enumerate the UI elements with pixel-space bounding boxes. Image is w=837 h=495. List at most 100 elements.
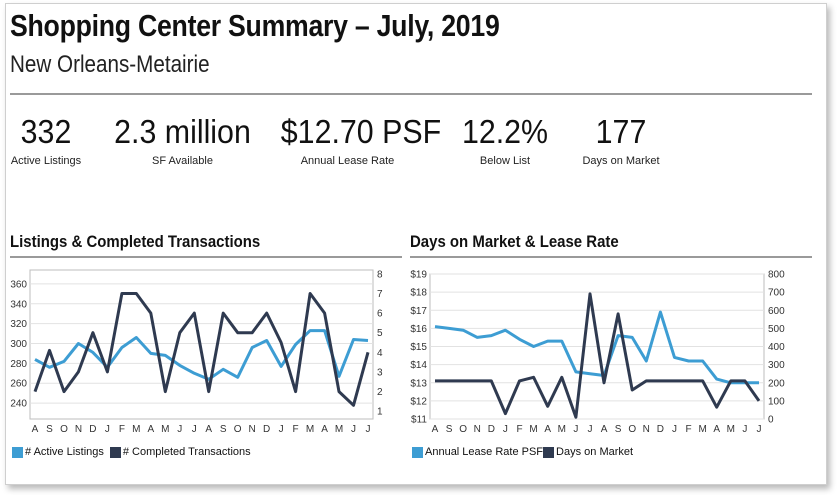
x-tick-label: M bbox=[161, 424, 169, 435]
x-tick-label: M bbox=[698, 424, 706, 435]
x-tick-label: M bbox=[529, 424, 537, 435]
x-tick-label: J bbox=[672, 424, 677, 435]
kpi-active-listings: 332 Active Listings bbox=[10, 112, 82, 168]
chart-title-days: Days on Market & Lease Rate bbox=[410, 232, 619, 251]
x-tick-label: S bbox=[446, 424, 453, 435]
y-right-tick-label: 800 bbox=[768, 270, 785, 281]
x-tick-label: J bbox=[279, 424, 284, 435]
legend-item-lease-rate: Annual Lease Rate PSF bbox=[412, 446, 543, 458]
legend-swatch bbox=[543, 446, 555, 458]
x-tick-label: A bbox=[321, 424, 328, 435]
x-tick-label: M bbox=[558, 424, 566, 435]
y-left-tick-label: $11 bbox=[411, 415, 427, 426]
legend-swatch bbox=[109, 446, 121, 458]
x-tick-label: A bbox=[432, 424, 439, 435]
legend-item-active-listings: # Active Listings bbox=[12, 446, 104, 458]
x-tick-label: D bbox=[89, 424, 96, 435]
x-tick-label: J bbox=[573, 424, 578, 435]
legend-days: Annual Lease Rate PSF Days on Market bbox=[412, 446, 639, 458]
x-tick-label: F bbox=[516, 424, 522, 435]
y-right-tick-label: 400 bbox=[768, 342, 785, 353]
kpi-label: Active Listings bbox=[10, 155, 82, 167]
legend-item-transactions: # Completed Transactions bbox=[109, 446, 251, 458]
x-tick-label: F bbox=[119, 424, 125, 435]
y-left-tick-label: 280 bbox=[10, 359, 27, 370]
kpi-value: $12.70 PSF bbox=[280, 113, 442, 150]
legend-listings: # Active Listings # Completed Transactio… bbox=[12, 446, 257, 458]
kpi-lease-rate: $12.70 PSF Annual Lease Rate bbox=[275, 112, 442, 168]
x-tick-label: J bbox=[366, 424, 371, 435]
x-tick-label: N bbox=[75, 424, 82, 435]
y-right-tick-label: 4 bbox=[377, 348, 383, 359]
chart-divider-right bbox=[410, 256, 812, 258]
x-tick-label: M bbox=[306, 424, 314, 435]
y-right-tick-label: 6 bbox=[377, 309, 383, 320]
y-right-tick-label: 2 bbox=[377, 387, 383, 398]
x-tick-label: J bbox=[105, 424, 110, 435]
chart-divider-left bbox=[10, 256, 402, 258]
x-tick-label: S bbox=[220, 424, 227, 435]
x-tick-label: A bbox=[32, 424, 39, 435]
kpi-value: 332 bbox=[20, 113, 72, 150]
series-line-1 bbox=[33, 292, 370, 407]
y-left-tick-label: $12 bbox=[410, 396, 427, 407]
x-tick-label: J bbox=[177, 424, 182, 435]
kpi-label: Annual Lease Rate bbox=[300, 155, 395, 167]
legend-label: Annual Lease Rate PSF bbox=[425, 446, 544, 458]
legend-label: # Completed Transactions bbox=[122, 446, 251, 458]
legend-label: Days on Market bbox=[556, 446, 634, 458]
kpi-days-on-market: 177 Days on Market bbox=[575, 112, 667, 168]
kpi-value: 2.3 million bbox=[114, 113, 251, 150]
x-tick-label: M bbox=[335, 424, 343, 435]
days-chart: $11 $12 $13 $14 $15 $16 $17 $18 $19 0 100 200 300 400… bbox=[410, 270, 785, 436]
y-left-tick-label: $14 bbox=[410, 360, 427, 371]
y-left-tick-label: $17 bbox=[410, 306, 427, 317]
y-left-tick-label: $16 bbox=[410, 324, 427, 335]
x-tick-label: D bbox=[488, 424, 495, 435]
x-tick-label: F bbox=[686, 424, 692, 435]
y-left-tick-label: 260 bbox=[10, 379, 27, 390]
x-tick-label: M bbox=[132, 424, 140, 435]
x-tick-label: J bbox=[351, 424, 356, 435]
y-right-tick-label: 5 bbox=[377, 328, 383, 339]
x-tick-label: O bbox=[234, 424, 242, 435]
kpi-label: Days on Market bbox=[582, 155, 660, 167]
legend-label: # Active Listings bbox=[25, 446, 104, 458]
x-tick-label: S bbox=[46, 424, 53, 435]
kpi-below-list: 12.2% Below List bbox=[455, 112, 555, 168]
x-tick-label: S bbox=[615, 424, 622, 435]
x-tick-label: O bbox=[459, 424, 467, 435]
x-tick-label: A bbox=[205, 424, 212, 435]
x-tick-label: J bbox=[503, 424, 508, 435]
legend-swatch bbox=[412, 446, 423, 458]
x-tick-label: O bbox=[60, 424, 68, 435]
x-tick-label: D bbox=[263, 424, 270, 435]
kpi-value: 177 bbox=[595, 113, 647, 150]
y-right-tick-label: 600 bbox=[768, 306, 785, 317]
y-left-tick-label: $18 bbox=[410, 288, 427, 299]
x-tick-label: J bbox=[192, 424, 197, 435]
y-right-tick-label: 1 bbox=[377, 407, 383, 418]
x-tick-label: J bbox=[742, 424, 747, 435]
y-right-tick-label: 500 bbox=[768, 324, 785, 335]
y-left-tick-label: 320 bbox=[10, 319, 27, 330]
y-left-tick-label: 240 bbox=[10, 399, 27, 410]
x-tick-label: J bbox=[757, 424, 762, 435]
x-tick-label: O bbox=[628, 424, 636, 435]
kpi-sf-available: 2.3 million SF Available bbox=[105, 112, 260, 168]
x-tick-label: A bbox=[601, 424, 608, 435]
series-line-0 bbox=[34, 329, 369, 381]
y-left-tick-label: $19 bbox=[410, 270, 427, 281]
x-tick-label: F bbox=[293, 424, 299, 435]
y-right-tick-label: 0 bbox=[768, 415, 774, 426]
page-title: Shopping Center Summary – July, 2019 bbox=[10, 8, 500, 43]
x-tick-label: A bbox=[147, 424, 154, 435]
header-divider bbox=[10, 93, 812, 95]
y-right-tick-label: 200 bbox=[768, 378, 785, 389]
y-left-tick-label: 360 bbox=[10, 279, 27, 290]
kpi-value: 12.2% bbox=[461, 113, 549, 150]
series-line-0 bbox=[434, 310, 759, 385]
x-tick-label: N bbox=[249, 424, 256, 435]
x-tick-label: J bbox=[587, 424, 592, 435]
